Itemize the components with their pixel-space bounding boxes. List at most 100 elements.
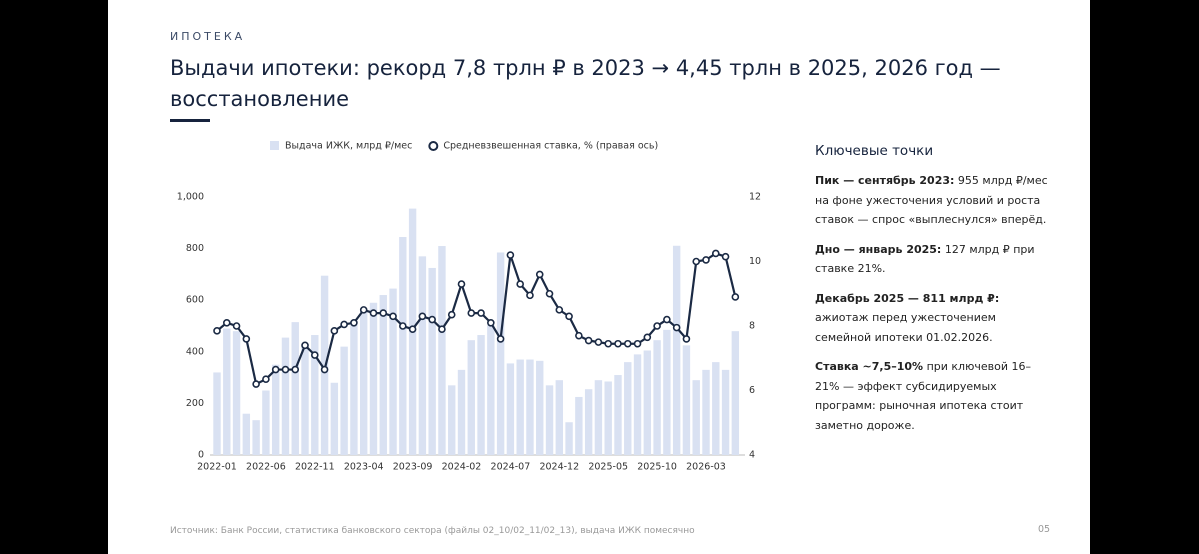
- bar: [271, 364, 280, 455]
- legend-label: Выдача ИЖК, млрд ₽/мес: [285, 141, 412, 152]
- bar: [584, 389, 593, 455]
- bar: [223, 328, 231, 455]
- bar: [565, 422, 573, 455]
- key-point-text: ажиотаж перед ужесточением семейной ипот…: [815, 311, 996, 344]
- x-tick-label: 2022-11: [295, 462, 335, 473]
- rate-point: [702, 256, 710, 264]
- rate-point: [692, 257, 701, 266]
- rate-point: [438, 325, 446, 334]
- rate-point: [594, 338, 603, 346]
- key-point-bold: Декабрь 2025 — 811 млрд ₽:: [815, 291, 1000, 305]
- bar: [731, 331, 740, 455]
- bar: [682, 345, 691, 455]
- key-point: Ставка ~7,5–10% при ключевой 16–21% — эф…: [815, 357, 1055, 435]
- rate-point: [252, 380, 260, 388]
- bar: [340, 346, 348, 455]
- bar: [438, 246, 446, 455]
- y2-tick-label: 4: [749, 450, 755, 461]
- legend-swatch: [270, 141, 279, 150]
- bar: [692, 380, 700, 455]
- y-tick-label: 0: [198, 450, 204, 461]
- x-tick-label: 2024-12: [539, 462, 579, 473]
- rate-point: [359, 306, 368, 314]
- bar: [301, 345, 309, 455]
- key-point: Пик — сентябрь 2023: 955 млрд ₽/мес на ф…: [815, 171, 1055, 230]
- y2-tick-label: 6: [749, 385, 755, 396]
- bar: [624, 362, 632, 455]
- rate-point: [633, 339, 642, 348]
- chart: 0 200 400 600 800 1,000 4 6 8 10 12 2022-01 2022-06 2…: [177, 141, 761, 473]
- bar: [281, 337, 290, 455]
- bar: [663, 329, 671, 455]
- bar: [643, 350, 652, 455]
- bar: [633, 354, 642, 455]
- y2-tick-label: 12: [749, 192, 761, 203]
- bar: [350, 320, 358, 455]
- rate-point: [604, 339, 613, 348]
- bar: [506, 363, 515, 455]
- y-tick-label: 600: [186, 295, 204, 306]
- y2-tick-label: 8: [749, 321, 755, 332]
- x-tick-label: 2026-03: [686, 462, 726, 473]
- title-rule: [170, 119, 210, 122]
- kicker: ИПОТЕКА: [170, 30, 246, 43]
- rate-point: [213, 327, 221, 335]
- rate-point: [301, 341, 309, 350]
- bar: [330, 382, 339, 455]
- rate-point: [672, 323, 681, 332]
- bar: [496, 252, 505, 455]
- rate-point: [682, 335, 691, 343]
- bar: [232, 331, 241, 455]
- rate-point: [711, 249, 720, 258]
- rate-point: [330, 327, 339, 335]
- bar: [555, 380, 563, 455]
- y-tick-label: 1,000: [177, 192, 204, 203]
- rate-point: [457, 280, 466, 288]
- key-point-bold: Ставка ~7,5–10%: [815, 360, 924, 373]
- key-point-text: 955 млрд ₽/мес на фоне ужесточения услов…: [815, 174, 1048, 226]
- bar: [526, 359, 534, 455]
- bar: [516, 359, 524, 455]
- rate-point: [506, 251, 515, 259]
- rate-point: [614, 339, 622, 348]
- bar: [389, 288, 397, 455]
- rate-point: [399, 322, 407, 330]
- key-points: Ключевые точки Пик — сентябрь 2023: 955 м…: [815, 143, 1055, 445]
- rate-point: [467, 309, 476, 317]
- bar: [428, 267, 436, 455]
- rate-point: [516, 280, 524, 288]
- page-number: 05: [1038, 524, 1051, 535]
- title: Выдачи ипотеки: рекорд 7,8 трлн ₽ в 2023…: [170, 56, 1001, 111]
- rate-point: [653, 322, 661, 330]
- x-tick-label: 2025-05: [588, 462, 628, 473]
- bar: [360, 310, 368, 455]
- bar: [311, 335, 319, 455]
- source: Источник: Банк России, статистика банков…: [170, 526, 695, 536]
- bar: [604, 381, 612, 455]
- bar: [242, 413, 251, 455]
- bar: [614, 375, 622, 455]
- bar: [721, 369, 730, 455]
- slide: ИПОТЕКА Выдачи ипотеки: рекорд 7,8 трлн …: [108, 0, 1090, 554]
- rate-point: [496, 335, 505, 343]
- rate-point: [526, 291, 534, 300]
- legend-label: Средневзвешенная ставка, % (правая ось): [443, 141, 658, 152]
- key-point-text: 127 млрд ₽ при ставке 21%.: [815, 242, 1035, 276]
- rate-point: [291, 365, 300, 374]
- bar: [291, 322, 299, 455]
- rate-point: [555, 306, 564, 314]
- rate-point: [418, 312, 427, 321]
- bar: [702, 369, 710, 455]
- bar: [448, 385, 456, 455]
- rate-point: [242, 335, 251, 343]
- bar: [418, 256, 427, 455]
- panel-title: Ключевые точки: [815, 143, 934, 159]
- rate-point: [320, 365, 329, 374]
- rate-point: [721, 252, 730, 261]
- key-point-bold: Пик — сентябрь 2023:: [815, 174, 955, 187]
- x-tick-label: 2024-02: [442, 462, 482, 473]
- y2-tick-label: 10: [749, 256, 761, 267]
- bar: [369, 302, 378, 455]
- rate-point: [565, 312, 573, 321]
